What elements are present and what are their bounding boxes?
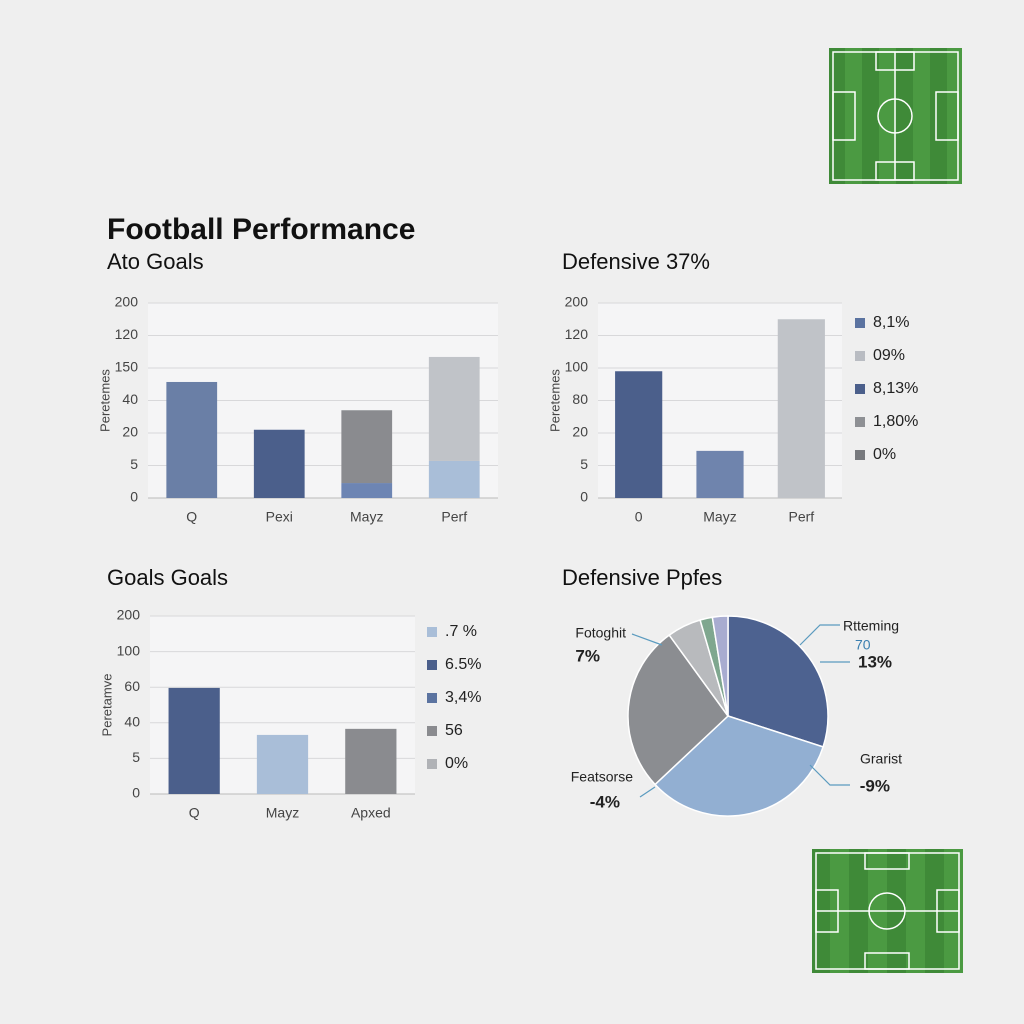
- legend-label: 56: [445, 722, 463, 739]
- annotation-value: 7%: [575, 646, 600, 665]
- chart-title: Goals Goals: [107, 565, 228, 590]
- y-tick-label: 0: [580, 489, 588, 505]
- bar: [253, 429, 305, 498]
- y-axis-label: Peretemes: [97, 369, 112, 432]
- legend-marker: [855, 351, 865, 361]
- annotation-label: Rtteming: [843, 618, 899, 634]
- bar: [428, 356, 480, 461]
- legend-label: 3,4%: [445, 689, 481, 706]
- annotation-text: 70: [855, 637, 871, 653]
- y-tick-label: 100: [117, 642, 141, 658]
- y-tick-label: 200: [565, 294, 589, 310]
- bar: [341, 410, 393, 484]
- x-tick-label: Mayz: [350, 509, 383, 525]
- legend-marker: [855, 318, 865, 328]
- legend-label: 6.5%: [445, 656, 481, 673]
- legend-label: 09%: [873, 347, 905, 364]
- legend-marker: [855, 417, 865, 427]
- y-tick-label: 20: [572, 424, 588, 440]
- y-tick-label: 20: [122, 424, 138, 440]
- legend-label: .7 %: [445, 623, 477, 640]
- legend-marker: [427, 759, 437, 769]
- leader-line: [639, 786, 656, 798]
- y-tick-label: 80: [572, 391, 588, 407]
- y-tick-label: 150: [115, 359, 139, 375]
- leader-line: [799, 624, 840, 646]
- bar: [341, 483, 393, 498]
- bar: [696, 450, 744, 498]
- y-axis-label: Peretemes: [547, 369, 562, 432]
- x-tick-label: 0: [635, 509, 643, 525]
- bar: [256, 734, 309, 794]
- legend-label: 1,80%: [873, 413, 918, 430]
- y-axis-label: Peretamve: [99, 674, 114, 737]
- legend-marker: [855, 450, 865, 460]
- pitch: [829, 48, 962, 184]
- chart-title: Defensive Ppfes: [562, 565, 722, 590]
- bar: [168, 687, 220, 794]
- y-tick-label: 5: [130, 456, 138, 472]
- leader-line: [809, 764, 850, 786]
- y-tick-label: 200: [115, 294, 139, 310]
- x-tick-label: Mayz: [266, 805, 299, 821]
- y-tick-label: 5: [132, 749, 140, 765]
- chart-title: Defensive 37%: [562, 249, 710, 274]
- x-tick-label: Q: [186, 509, 197, 525]
- leader-line: [631, 633, 663, 646]
- legend-marker: [427, 627, 437, 637]
- y-tick-label: 60: [124, 678, 140, 694]
- legend-marker: [427, 660, 437, 670]
- bar: [428, 460, 480, 498]
- y-tick-label: 5: [580, 456, 588, 472]
- x-tick-label: Mayz: [703, 509, 736, 525]
- y-tick-label: 100: [565, 359, 589, 375]
- y-tick-label: 40: [122, 391, 138, 407]
- legend-marker: [855, 384, 865, 394]
- y-tick-label: 40: [124, 714, 140, 730]
- annotation-label: Fotoghit: [575, 625, 626, 641]
- y-tick-label: 200: [117, 607, 141, 623]
- pie-slice: [727, 615, 829, 748]
- legend-marker: [427, 693, 437, 703]
- y-tick-label: 120: [115, 326, 139, 342]
- y-tick-label: 0: [130, 489, 138, 505]
- chart-title: Ato Goals: [107, 249, 204, 274]
- annotation-value: 13%: [858, 652, 892, 671]
- page-title: Football Performance: [107, 213, 415, 246]
- x-tick-label: Q: [189, 805, 200, 821]
- pie-slice: [711, 615, 729, 717]
- x-tick-label: Pexi: [266, 509, 293, 525]
- pie-slice: [627, 634, 729, 786]
- legend-label: 0%: [445, 755, 468, 772]
- x-tick-label: Perf: [441, 509, 467, 525]
- annotation-value: -4%: [590, 792, 620, 811]
- bar: [777, 319, 825, 498]
- legend-label: 0%: [873, 446, 896, 463]
- legend-marker: [427, 726, 437, 736]
- x-tick-label: Perf: [788, 509, 814, 525]
- bar: [166, 381, 218, 498]
- annotation-label: Featsorse: [571, 769, 633, 785]
- annotation-label: Grarist: [860, 751, 902, 767]
- pitch: [812, 849, 963, 973]
- annotation-value: -9%: [860, 776, 890, 795]
- y-tick-label: 120: [565, 326, 589, 342]
- x-tick-label: Apxed: [351, 805, 391, 821]
- bar: [615, 371, 663, 498]
- bar: [345, 728, 397, 794]
- legend-label: 8,13%: [873, 380, 918, 397]
- legend-label: 8,1%: [873, 314, 909, 331]
- y-tick-label: 0: [132, 785, 140, 801]
